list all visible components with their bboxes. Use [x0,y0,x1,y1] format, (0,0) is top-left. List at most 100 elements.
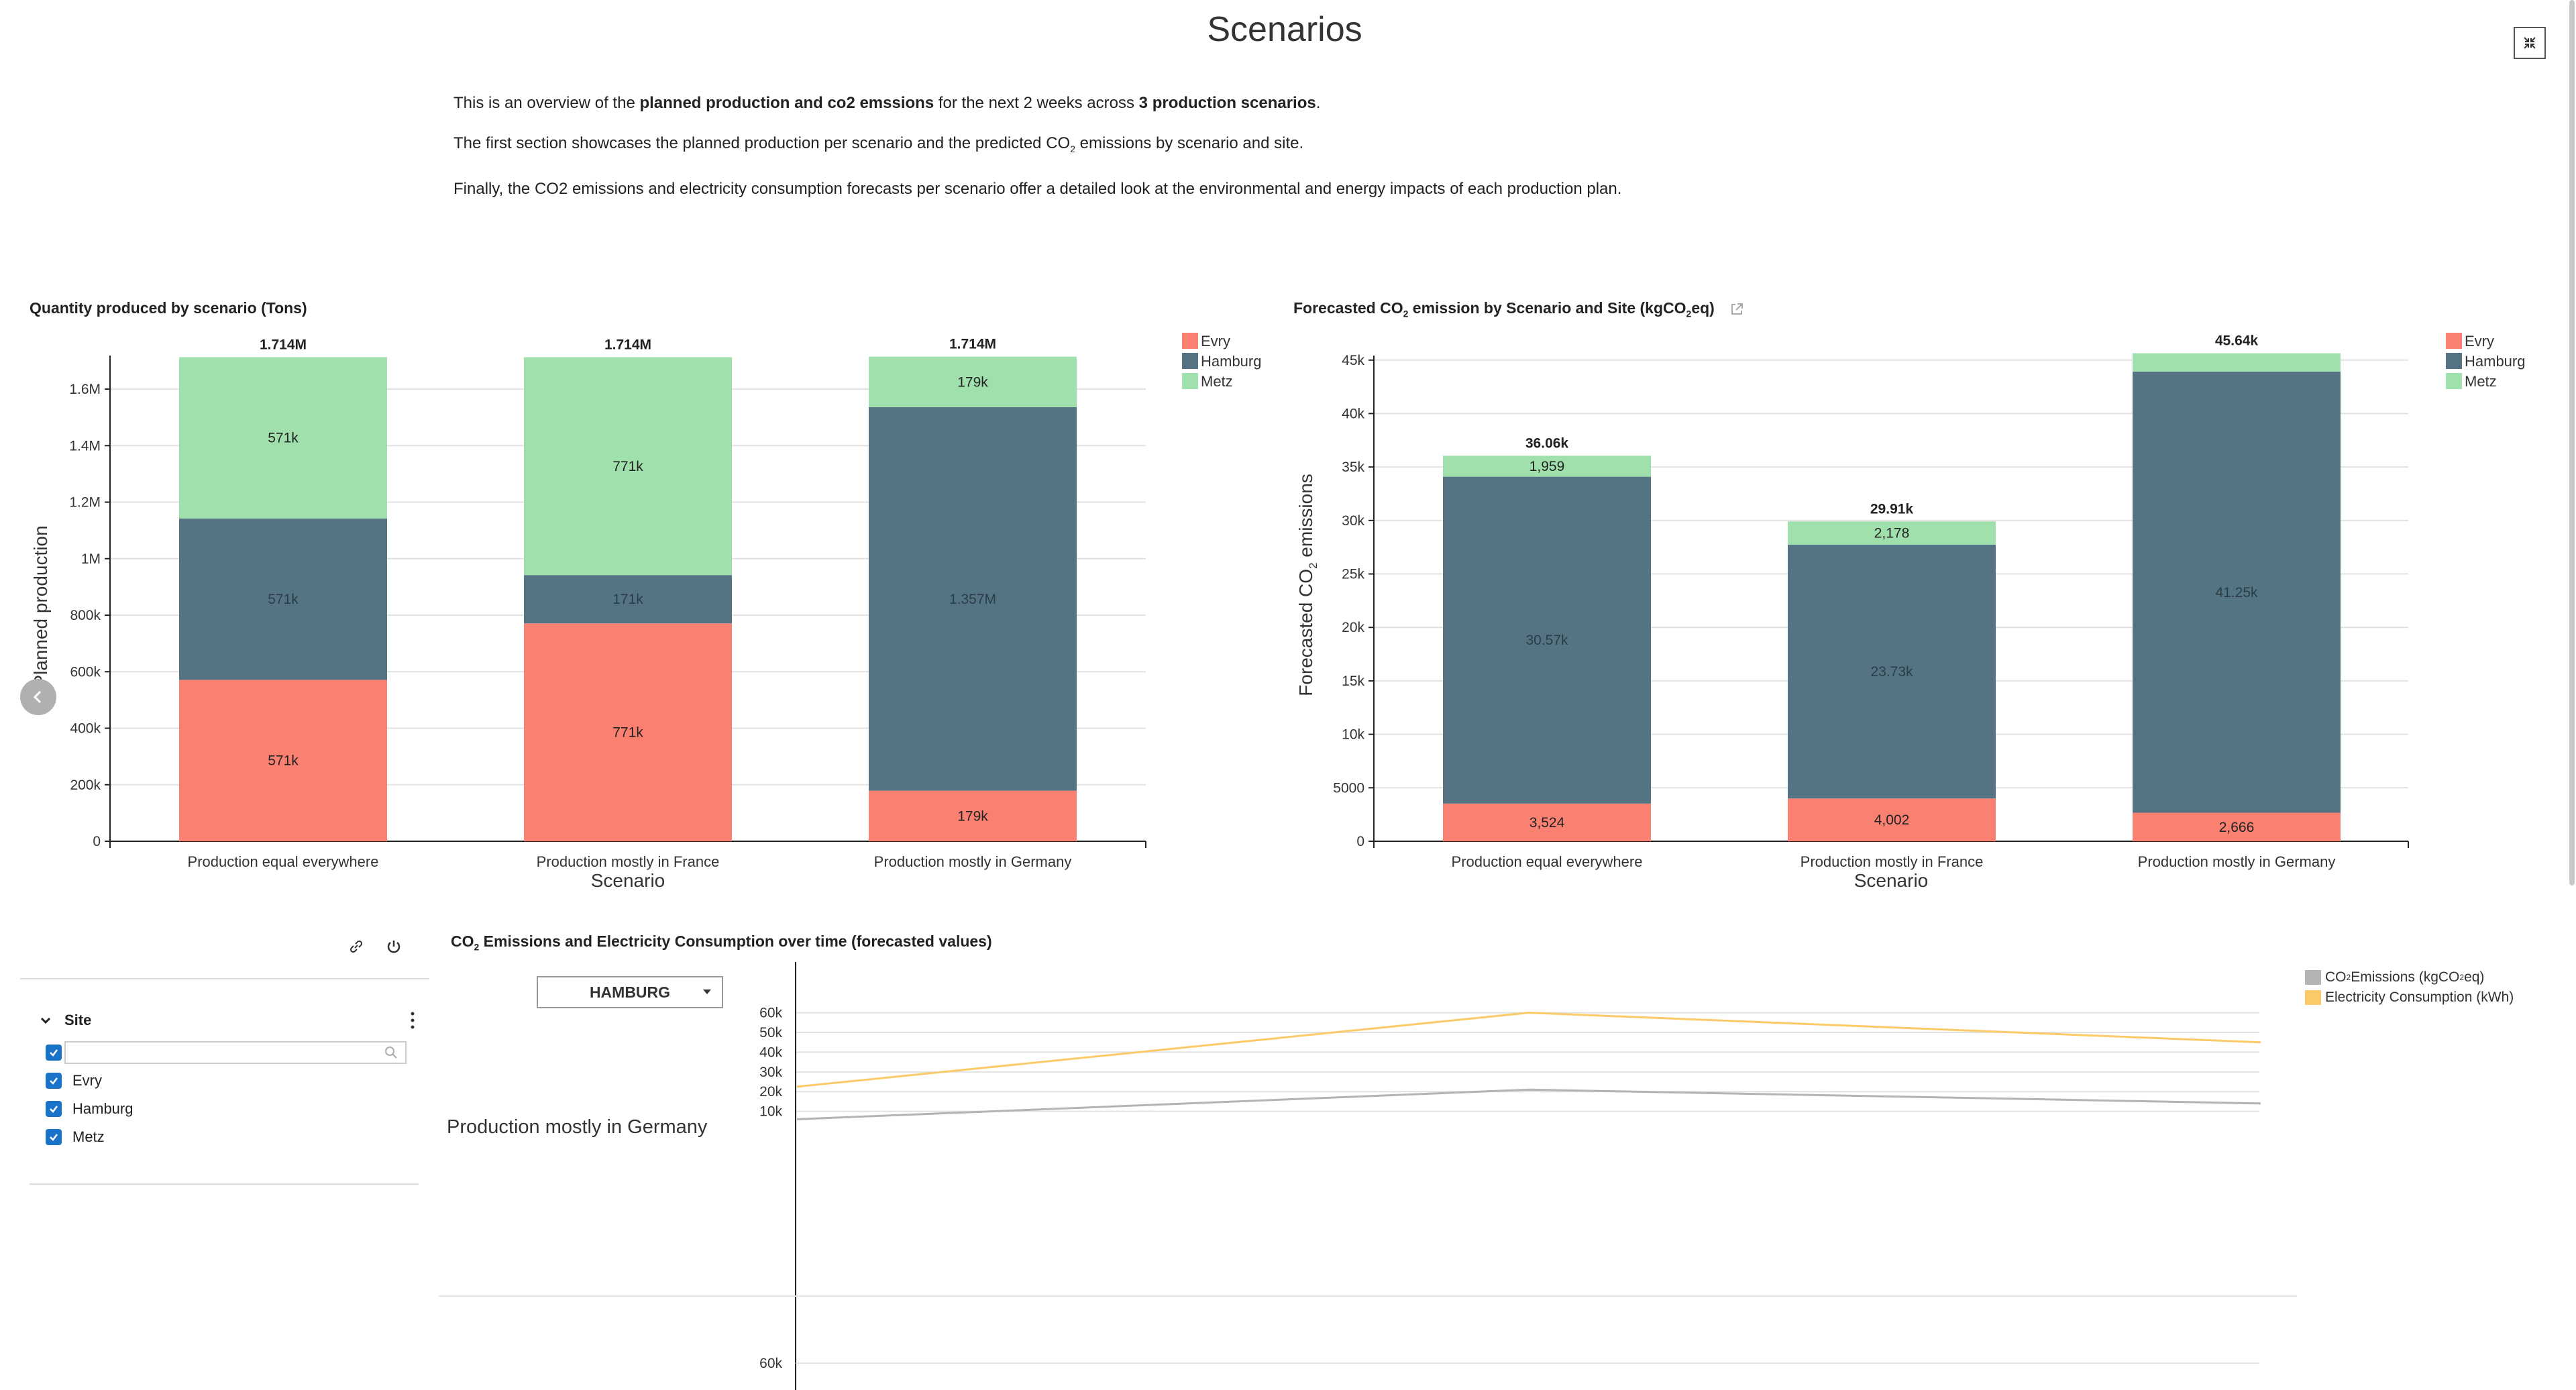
bar-total-label: 1.714M [604,337,651,352]
legend-swatch [2305,990,2321,1005]
select-all-row [20,1038,423,1067]
y-tick-label: 1.6M [69,382,101,397]
bar-segment-metz [2133,353,2341,372]
legend-item-electricity[interactable]: Electricity Consumption (kWh) [2305,987,2514,1008]
quantity-bar-chart: 0 200k 400k 600k 800k 1M 1.2M 1.4M 1.6M 571k 571k 5… [30,333,1261,891]
bar-segment-hamburg [1443,476,1651,804]
bar-data-label: 571k [268,592,299,607]
bar-data-label: 171k [612,592,643,607]
filter-item-hamburg[interactable]: Hamburg [20,1095,423,1123]
bar-segment-evry [179,680,387,841]
legend-label: Evry [1201,333,1230,350]
check-icon [50,1049,58,1057]
x-axis-label: Scenario [591,870,665,891]
bar-segment-evry [869,790,1077,841]
legend-label: Hamburg [1201,353,1261,370]
co2-bar-chart: 0 5000 10k 15k 20k 25k 30k 35k 40k 45k 3,524 30.57k… [1295,333,2525,891]
scenario-select[interactable]: HAMBURG [537,976,723,1008]
power-icon[interactable] [385,938,402,955]
filter-item-label: Hamburg [72,1100,133,1117]
bar-data-label: 179k [957,374,988,390]
y-tick-label: 1M [81,551,101,567]
y-tick-label: 400k [70,721,101,737]
page-scrollbar[interactable] [2569,0,2575,886]
check-icon [50,1077,58,1085]
search-icon [385,1047,397,1059]
bar-segment-metz [524,357,732,576]
site-filter-title: Site [64,1012,92,1028]
site-filter-header[interactable]: Site [20,1006,423,1034]
legend-label: Evry [2465,333,2494,350]
y-axis-label: Planned production [30,525,51,687]
chevron-left-icon [33,690,42,704]
bar-segment-metz [179,357,387,519]
bar-total-label: 29.91k [1870,501,1914,517]
hamburg-checkbox[interactable] [46,1101,62,1117]
filter-item-metz[interactable]: Metz [20,1123,423,1151]
expand-button[interactable] [2514,27,2546,59]
line-chart-title: CO2 Emissions and Electricity Consumptio… [451,932,992,953]
filter-toolbar [347,938,402,955]
legend-label: Metz [2465,373,2497,390]
bar-segment-metz [1443,456,1651,477]
legend-swatch [2305,970,2321,985]
line-series-co2 [796,1088,2261,1120]
x-tick-label: Production mostly in Germany [2138,853,2336,870]
x-tick-label: Production equal everywhere [188,853,379,870]
y-tick-label: 800k [70,608,101,623]
y-tick-label: 30k [759,1065,782,1080]
filter-item-label: Evry [72,1072,102,1089]
legend-label: Metz [1201,373,1233,390]
bar-data-label: 179k [957,808,988,824]
bar-data-label: 771k [612,725,643,741]
legend-swatch [1182,333,1198,349]
bar-segment-evry [2133,812,2341,841]
bar-data-label: 571k [268,431,299,446]
bar-segment-hamburg [1788,545,1996,799]
bar-segment-hamburg [179,518,387,680]
site-search-input[interactable] [64,1041,407,1064]
y-tick-label: 600k [70,664,101,680]
filter-item-evry[interactable]: Evry [20,1067,423,1095]
bar-data-label: 1,959 [1529,459,1565,474]
y-tick-label: 1.4M [69,438,101,453]
carousel-prev-button[interactable] [20,679,56,715]
y-tick-label: 5000 [1333,780,1364,796]
y-tick-label: 200k [70,778,101,793]
bar-segment-evry [1788,798,1996,841]
y-tick-label: 10k [1342,727,1364,743]
bar-segment-metz [1788,521,1996,545]
line-series-electricity [796,1012,2261,1088]
y-tick-label: 10k [759,1104,782,1120]
y-tick-label: 35k [1342,460,1364,475]
y-tick-label: 40k [759,1045,782,1060]
y-tick-label: 15k [1342,674,1364,689]
expand-icon [2524,37,2536,49]
intro-line-3: Finally, the CO2 emissions and electrici… [453,179,1622,198]
y-tick-label: 30k [1342,513,1364,529]
select-all-checkbox[interactable] [46,1045,62,1061]
more-vertical-icon[interactable] [409,1010,416,1030]
x-tick-label: Production mostly in France [537,853,720,870]
x-tick-label: Production mostly in France [1801,853,1984,870]
page-title: Scenarios [1207,10,1362,49]
legend-item-co2[interactable]: CO 2 Emissions (kgCO 2 eq) [2305,967,2514,987]
legend-swatch [1182,373,1198,389]
bar-segment-hamburg [2133,372,2341,813]
evry-checkbox[interactable] [46,1073,62,1089]
bar-total-label: 36.06k [1525,435,1569,451]
x-axis-label: Scenario [1854,870,1929,891]
caret-down-icon [703,990,711,994]
legend-swatch [2446,373,2462,389]
legend-swatch [1182,353,1198,369]
filter-item-label: Metz [72,1128,105,1145]
bar-data-label: 23.73k [1870,664,1913,680]
intro-text: This is an overview of the planned produ… [453,94,1929,220]
metz-checkbox[interactable] [46,1129,62,1145]
external-link-icon[interactable] [1729,302,1744,317]
y-tick-label: 60k [759,1356,782,1371]
line-chart-legend: CO 2 Emissions (kgCO 2 eq) Electricity Cons… [2305,967,2514,1008]
chevron-down-icon[interactable] [39,1014,52,1027]
intro-line-1: This is an overview of the planned produ… [453,94,1321,112]
link-icon[interactable] [347,938,365,955]
